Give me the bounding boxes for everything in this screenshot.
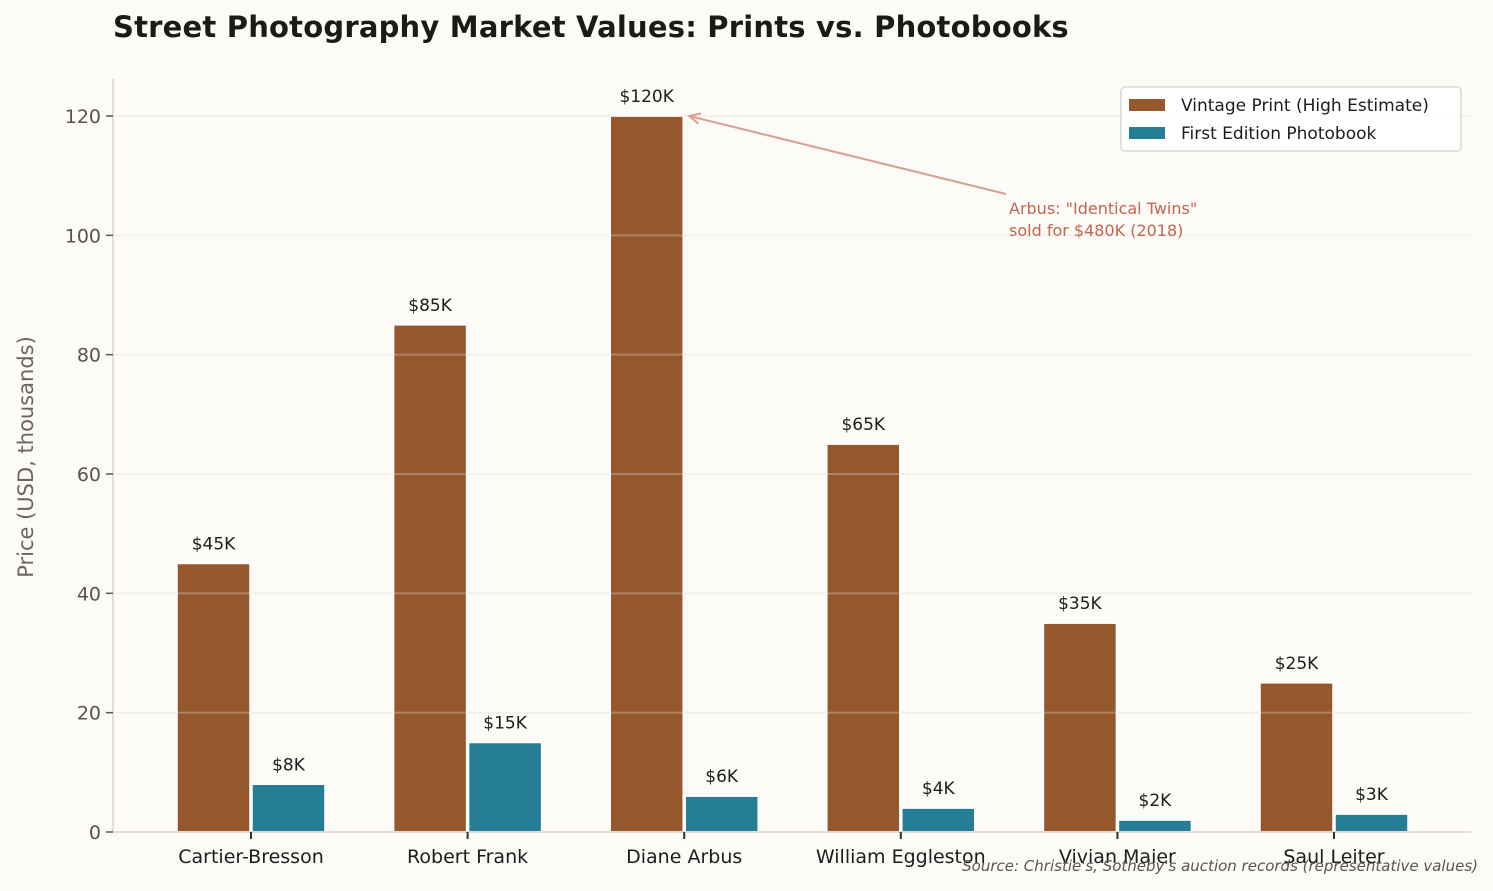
bar-value-label: $6K (705, 767, 739, 787)
bar-value-label: $85K (408, 296, 452, 316)
x-tick-label: Diane Arbus (626, 846, 742, 868)
bar-vintage-print (176, 562, 251, 833)
bar-value-label: $45K (192, 535, 236, 555)
bar-value-label: $35K (1058, 594, 1102, 614)
bar-vintage-print (609, 115, 684, 833)
x-tick-label: Saul Leiter (1283, 846, 1384, 868)
y-tick-label: 80 (77, 345, 101, 367)
bar-value-label: $3K (1355, 785, 1389, 805)
legend-swatch-photobook (1129, 127, 1165, 139)
y-tick-label: 40 (77, 583, 101, 605)
bar-photobook (684, 795, 759, 833)
y-tick-label: 60 (77, 464, 101, 486)
bar-photobook (1334, 813, 1409, 833)
legend-label: First Edition Photobook (1181, 124, 1376, 144)
x-tick-label: William Eggleston (816, 846, 986, 868)
source-note: Source: Christie's, Sotheby's auction re… (962, 857, 1478, 875)
bar-photobook (901, 807, 976, 833)
legend-label: Vintage Print (High Estimate) (1181, 96, 1429, 116)
x-tick-label: Vivian Maier (1059, 846, 1176, 868)
y-tick-label: 100 (65, 225, 101, 247)
bar-value-label: $15K (483, 714, 527, 734)
bar-value-label: $120K (619, 87, 674, 107)
bar-vintage-print (392, 324, 468, 833)
bar-value-label: $65K (841, 415, 885, 435)
x-tick-label: Cartier-Bresson (178, 846, 324, 868)
bar-value-label: $25K (1275, 654, 1319, 674)
y-tick-label: 20 (77, 703, 101, 725)
bar-photobook (1117, 819, 1193, 833)
y-axis-label: Price (USD, thousands) (14, 336, 38, 578)
legend-swatch-vintage (1129, 99, 1165, 111)
y-tick-label: 120 (65, 106, 101, 128)
chart-title: Street Photography Market Values: Prints… (113, 10, 1069, 44)
bar-vintage-print (826, 443, 901, 833)
annotation-text: sold for $480K (2018) (1009, 221, 1183, 240)
annotation-text: Arbus: "Identical Twins" (1009, 199, 1197, 218)
y-tick-label: 0 (89, 822, 101, 844)
legend-box (1120, 86, 1462, 152)
arrow-head-icon (686, 112, 702, 125)
bar-vintage-print (1259, 682, 1334, 833)
bar-value-label: $4K (922, 779, 956, 799)
bar-photobook (467, 741, 543, 833)
bar-photobook (251, 783, 326, 833)
bar-value-label: $8K (272, 755, 306, 775)
bar-value-label: $2K (1139, 791, 1173, 811)
x-tick-label: Robert Frank (407, 846, 528, 868)
bar-vintage-print (1042, 622, 1118, 833)
annotation-arrow (688, 115, 1007, 195)
